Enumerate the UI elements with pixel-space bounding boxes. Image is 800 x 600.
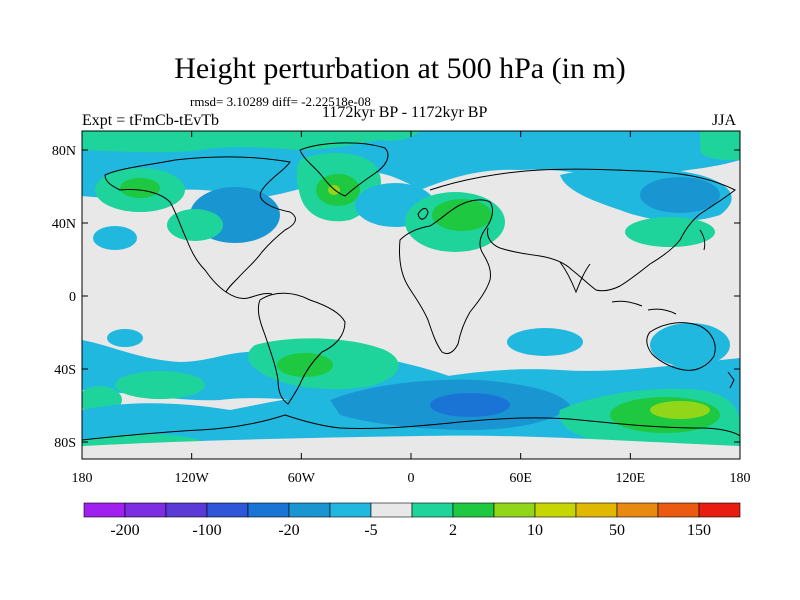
colorbar-label: 10 [527, 522, 543, 539]
contour-arctic-band [82, 131, 740, 198]
coast-south-america [257, 292, 346, 405]
contour-southern-ocean-deepblue [430, 393, 510, 417]
lat-label: 0 [69, 290, 76, 305]
contour-na-west-core [120, 178, 160, 198]
contour-antarctic-rim-gray [82, 435, 740, 459]
contour-sa-blue [507, 328, 583, 356]
contour-europe-core [432, 199, 492, 231]
coast-india [559, 261, 591, 294]
longitude-axis: 180 120W 60W 0 60E 120E 180 [72, 131, 751, 486]
period-label: 1172kyr BP - 1172kyr BP [322, 104, 488, 121]
contour-asia-green [625, 217, 715, 247]
plot-title: Height perturbation at 500 hPa (in m) [174, 52, 626, 85]
colorbar-swatch [165, 502, 208, 518]
latitude-axis: 80N 40N 0 40S 80S [52, 144, 740, 451]
coast-australia [646, 322, 716, 371]
lon-label: 180 [72, 471, 93, 486]
colorbar-swatch [329, 502, 372, 518]
colorbar-swatch [83, 502, 126, 518]
rmsd-diff-stats: rmsd= 3.10289 diff= -2.22518e-08 [190, 94, 371, 109]
coast-indonesia [611, 300, 677, 315]
colorbar-label: 2 [449, 522, 457, 539]
coast-new-zealand [727, 371, 735, 389]
colorbar-swatch [575, 502, 618, 518]
coast-europe-africa [399, 199, 494, 355]
colorbar-swatch [124, 502, 167, 518]
lat-label: 80N [52, 144, 76, 159]
lon-label: 60E [509, 471, 532, 486]
colorbar-label: -100 [192, 522, 221, 539]
lat-label: 40S [54, 363, 76, 378]
colorbar-swatch [534, 502, 577, 518]
contour-ne-pacific-green [700, 140, 740, 160]
colorbar-swatch [247, 502, 290, 518]
lon-label: 120W [175, 471, 210, 486]
colorbar-swatch [493, 502, 536, 518]
coast-north-america [104, 156, 296, 293]
contour-pacific-blue [93, 226, 137, 250]
colorbar-label: -20 [278, 522, 299, 539]
contour-greenland-peak [328, 185, 340, 195]
colorbar-swatch [698, 502, 741, 518]
contour-antarctic-peak [650, 401, 710, 419]
colorbar-label: 150 [687, 522, 711, 539]
experiment-label: Expt = tFmCb-tEvTb [82, 112, 220, 129]
contour-na-green [167, 209, 223, 241]
colorbar-swatch [411, 502, 454, 518]
colorbar-label: -200 [110, 522, 139, 539]
coast-eurasia [429, 168, 736, 292]
colorbar-swatch [616, 502, 659, 518]
lon-label: 60W [288, 471, 316, 486]
contour-sh-green-core [277, 353, 333, 377]
lat-label: 80S [54, 436, 76, 451]
contour-asia-blue [640, 177, 720, 213]
lon-label: 120E [616, 471, 646, 486]
lon-label: 0 [408, 471, 415, 486]
lat-label: 40N [52, 217, 76, 232]
colorbar-label: -5 [364, 522, 377, 539]
contour-arctic-green [82, 131, 420, 153]
coastlines [82, 142, 740, 441]
colorbar-swatch [657, 502, 700, 518]
coast-central-america [225, 291, 273, 299]
coast-antarctica [82, 414, 740, 441]
colorbar-swatch [370, 502, 413, 518]
coast-japan [699, 229, 706, 251]
colorbar-swatch [288, 502, 331, 518]
contour-sh-green-west [115, 371, 205, 399]
lon-label: 180 [730, 471, 751, 486]
colorbar-swatch [206, 502, 249, 518]
coast-uk [417, 207, 429, 220]
colorbar: -200 -100 -20 -5 2 10 50 150 [83, 502, 741, 539]
coast-greenland [299, 142, 389, 197]
colorbar-swatch [452, 502, 495, 518]
contour-field [82, 131, 740, 459]
contour-e-pacific-blue [107, 329, 143, 347]
season-label: JJA [712, 112, 737, 129]
colorbar-label: 50 [609, 522, 625, 539]
